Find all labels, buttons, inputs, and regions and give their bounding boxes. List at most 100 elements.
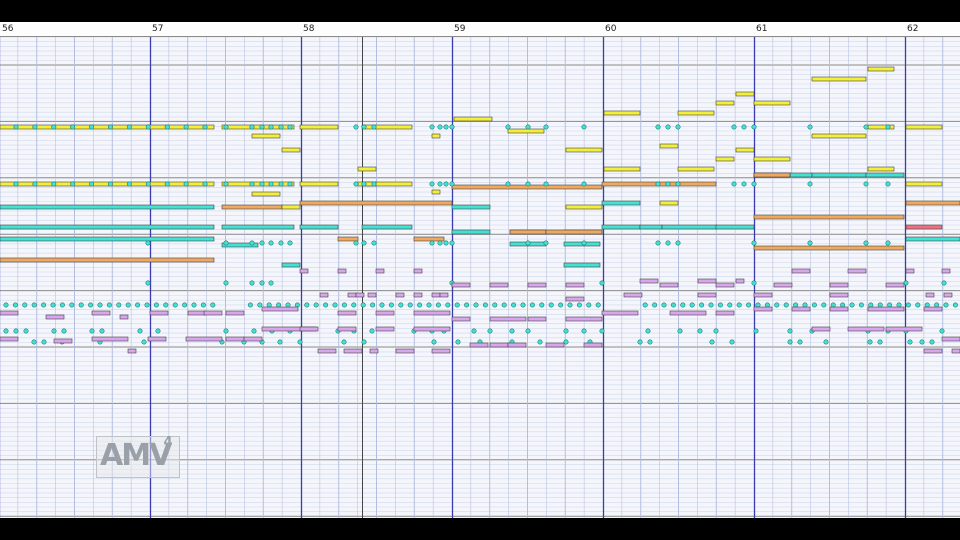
note[interactable]: [896, 302, 902, 308]
note[interactable]: [127, 348, 137, 354]
note[interactable]: [281, 147, 301, 153]
note[interactable]: [223, 328, 229, 334]
note[interactable]: [867, 166, 895, 172]
note[interactable]: [735, 278, 745, 284]
note[interactable]: [652, 302, 658, 308]
note[interactable]: [543, 240, 549, 246]
note[interactable]: [395, 292, 405, 298]
note[interactable]: [943, 302, 949, 308]
note[interactable]: [751, 240, 757, 246]
note[interactable]: [287, 124, 293, 130]
note[interactable]: [361, 124, 413, 130]
note[interactable]: [249, 240, 255, 246]
note[interactable]: [583, 342, 603, 348]
note[interactable]: [431, 189, 441, 195]
note[interactable]: [939, 328, 945, 334]
note[interactable]: [323, 302, 329, 308]
note[interactable]: [0, 224, 215, 230]
note[interactable]: [623, 292, 643, 298]
note[interactable]: [89, 181, 95, 187]
note[interactable]: [299, 326, 319, 332]
note[interactable]: [116, 302, 122, 308]
note[interactable]: [603, 166, 641, 172]
note[interactable]: [0, 257, 215, 263]
note[interactable]: [753, 100, 791, 106]
note[interactable]: [489, 316, 527, 322]
note[interactable]: [431, 292, 441, 298]
note[interactable]: [689, 302, 695, 308]
note[interactable]: [0, 336, 19, 342]
note[interactable]: [829, 282, 849, 288]
note[interactable]: [313, 302, 319, 308]
note[interactable]: [655, 181, 661, 187]
note[interactable]: [751, 181, 757, 187]
note[interactable]: [185, 336, 223, 342]
note[interactable]: [429, 181, 435, 187]
note[interactable]: [223, 280, 229, 286]
note-grid[interactable]: [0, 37, 960, 518]
note[interactable]: [0, 204, 215, 210]
note[interactable]: [371, 124, 377, 130]
note[interactable]: [677, 110, 715, 116]
note[interactable]: [223, 181, 229, 187]
note[interactable]: [727, 302, 733, 308]
note[interactable]: [317, 348, 337, 354]
note[interactable]: [637, 339, 643, 345]
note[interactable]: [905, 236, 960, 242]
note[interactable]: [276, 302, 282, 308]
note[interactable]: [187, 310, 207, 316]
note[interactable]: [451, 316, 471, 322]
note[interactable]: [923, 306, 943, 312]
note[interactable]: [285, 302, 291, 308]
note[interactable]: [413, 268, 423, 274]
note[interactable]: [0, 181, 215, 187]
note[interactable]: [439, 292, 449, 298]
note[interactable]: [357, 166, 377, 172]
note[interactable]: [202, 124, 208, 130]
note[interactable]: [829, 292, 849, 298]
note[interactable]: [259, 280, 265, 286]
note[interactable]: [437, 181, 443, 187]
note[interactable]: [203, 310, 223, 316]
note[interactable]: [885, 282, 905, 288]
note[interactable]: [545, 342, 565, 348]
note[interactable]: [59, 302, 65, 308]
note[interactable]: [31, 302, 37, 308]
note[interactable]: [91, 336, 129, 342]
note[interactable]: [715, 156, 735, 162]
note[interactable]: [774, 302, 780, 308]
note[interactable]: [163, 302, 169, 308]
note[interactable]: [51, 124, 57, 130]
note[interactable]: [659, 200, 679, 206]
note[interactable]: [736, 302, 742, 308]
note[interactable]: [119, 314, 129, 320]
note[interactable]: [639, 224, 663, 230]
note[interactable]: [106, 302, 112, 308]
note[interactable]: [13, 181, 19, 187]
note[interactable]: [708, 302, 714, 308]
note[interactable]: [753, 214, 905, 220]
note[interactable]: [268, 280, 274, 286]
note[interactable]: [787, 339, 793, 345]
note[interactable]: [135, 302, 141, 308]
note[interactable]: [807, 124, 813, 130]
note[interactable]: [145, 181, 151, 187]
note[interactable]: [655, 124, 661, 130]
note[interactable]: [675, 124, 681, 130]
note[interactable]: [413, 292, 423, 298]
note[interactable]: [369, 328, 375, 334]
note[interactable]: [0, 236, 215, 242]
note[interactable]: [243, 336, 263, 342]
note[interactable]: [563, 328, 569, 334]
note[interactable]: [929, 339, 935, 345]
note[interactable]: [489, 282, 509, 288]
note[interactable]: [811, 172, 867, 178]
note[interactable]: [337, 310, 357, 316]
note[interactable]: [919, 339, 925, 345]
note[interactable]: [567, 302, 573, 308]
note[interactable]: [319, 292, 329, 298]
note[interactable]: [155, 328, 161, 334]
note[interactable]: [278, 124, 284, 130]
note[interactable]: [729, 339, 735, 345]
note[interactable]: [675, 181, 681, 187]
